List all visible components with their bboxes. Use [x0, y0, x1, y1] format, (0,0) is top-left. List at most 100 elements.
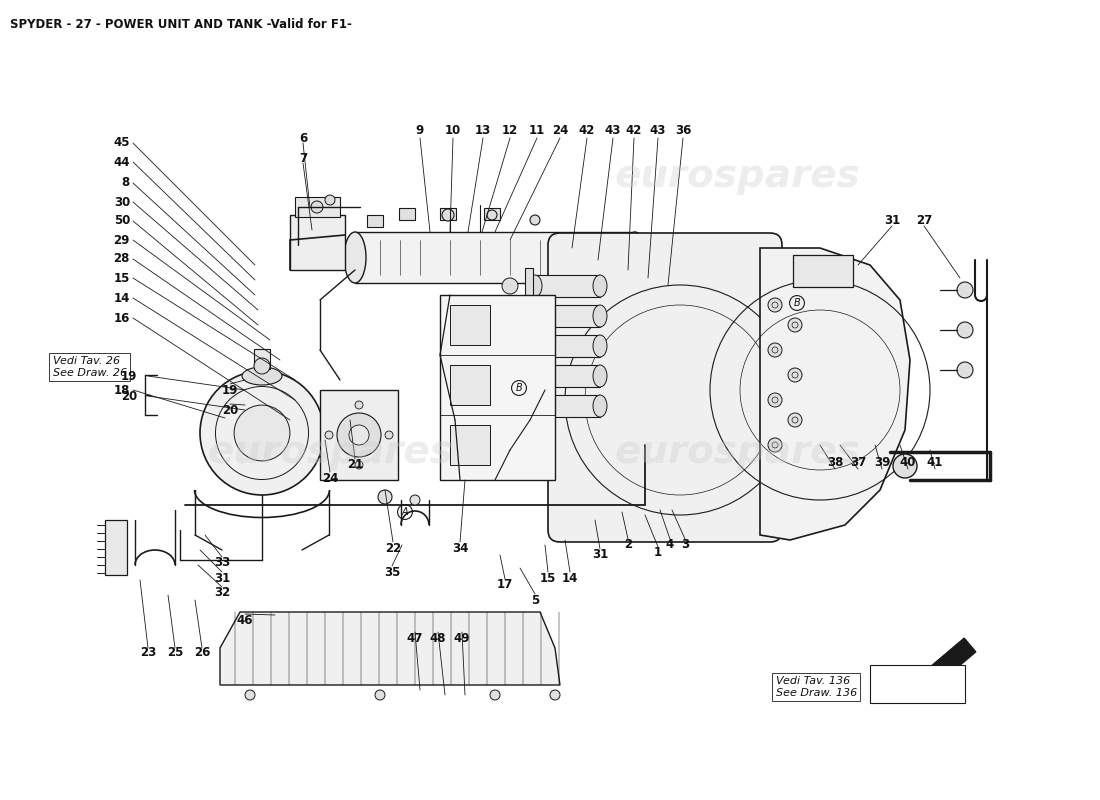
Ellipse shape [528, 365, 542, 387]
Circle shape [788, 413, 802, 427]
Text: 43: 43 [605, 123, 621, 137]
Circle shape [768, 298, 782, 312]
FancyBboxPatch shape [548, 233, 782, 542]
Circle shape [349, 425, 368, 445]
Ellipse shape [593, 365, 607, 387]
Text: 11: 11 [529, 123, 546, 137]
Text: 9: 9 [416, 123, 425, 137]
Ellipse shape [593, 395, 607, 417]
Text: 12: 12 [502, 123, 518, 137]
Text: 50: 50 [113, 214, 130, 227]
Text: B: B [793, 298, 801, 308]
Text: 20: 20 [222, 403, 238, 417]
Circle shape [234, 405, 290, 461]
Text: 2: 2 [624, 538, 632, 551]
Circle shape [337, 413, 381, 457]
Circle shape [957, 322, 974, 338]
Text: eurospares: eurospares [614, 157, 860, 195]
Text: 43: 43 [650, 123, 667, 137]
Text: 17: 17 [497, 578, 513, 591]
Bar [320, 390, 398, 480]
Bar [440, 208, 456, 220]
Circle shape [502, 398, 518, 414]
Bar [399, 208, 415, 220]
Text: 42: 42 [579, 123, 595, 137]
Text: 39: 39 [873, 457, 890, 470]
Ellipse shape [593, 275, 607, 297]
Circle shape [788, 318, 802, 332]
Bar [870, 665, 965, 703]
Text: 20: 20 [121, 390, 138, 402]
Text: 21: 21 [346, 458, 363, 471]
Text: 34: 34 [452, 542, 469, 554]
Bar [440, 295, 556, 480]
Circle shape [502, 368, 518, 384]
Circle shape [768, 438, 782, 452]
Circle shape [245, 690, 255, 700]
Text: B: B [516, 383, 522, 393]
Ellipse shape [593, 305, 607, 327]
Bar [450, 305, 490, 345]
FancyArrow shape [905, 638, 976, 700]
Ellipse shape [528, 395, 542, 417]
Bar [450, 365, 490, 405]
Text: 7: 7 [299, 151, 307, 165]
Text: 31: 31 [213, 571, 230, 585]
Text: 19: 19 [121, 370, 138, 382]
Circle shape [788, 368, 802, 382]
Text: 41: 41 [927, 457, 943, 470]
Text: 24: 24 [552, 123, 569, 137]
Ellipse shape [528, 275, 542, 297]
Text: 42: 42 [626, 123, 642, 137]
Circle shape [893, 454, 917, 478]
Text: 27: 27 [916, 214, 932, 226]
Bar [535, 395, 600, 417]
Bar [295, 197, 340, 217]
Ellipse shape [242, 367, 282, 385]
Text: 31: 31 [592, 549, 608, 562]
Bar [104, 520, 126, 575]
Ellipse shape [528, 305, 542, 327]
Ellipse shape [344, 232, 366, 283]
Bar [535, 365, 600, 387]
Circle shape [502, 278, 518, 294]
Circle shape [957, 282, 974, 298]
Bar [254, 349, 270, 369]
Text: SPYDER - 27 - POWER UNIT AND TANK -Valid for F1-: SPYDER - 27 - POWER UNIT AND TANK -Valid… [10, 18, 352, 31]
Text: 14: 14 [562, 571, 579, 585]
Text: 3: 3 [681, 538, 689, 551]
Text: 15: 15 [540, 571, 557, 585]
Circle shape [768, 343, 782, 357]
Bar [793, 255, 853, 287]
Text: 38: 38 [827, 457, 844, 470]
Text: 23: 23 [140, 646, 156, 659]
Bar [525, 268, 533, 428]
Text: A: A [402, 507, 408, 517]
Circle shape [550, 690, 560, 700]
Text: 22: 22 [385, 542, 402, 554]
Text: 5: 5 [531, 594, 539, 606]
Circle shape [378, 490, 392, 504]
Circle shape [324, 431, 333, 439]
Bar [367, 215, 383, 227]
Text: 26: 26 [194, 646, 210, 659]
Circle shape [502, 308, 518, 324]
Text: 35: 35 [384, 566, 400, 578]
Circle shape [311, 201, 323, 213]
Text: 44: 44 [113, 155, 130, 169]
Circle shape [375, 690, 385, 700]
Text: 33: 33 [213, 557, 230, 570]
Circle shape [490, 690, 500, 700]
Circle shape [254, 358, 270, 374]
Text: 49: 49 [453, 631, 471, 645]
Text: 45: 45 [113, 137, 130, 150]
Ellipse shape [528, 335, 542, 357]
Text: 6: 6 [299, 131, 307, 145]
Bar [450, 425, 490, 465]
Circle shape [200, 371, 324, 495]
Text: 10: 10 [444, 123, 461, 137]
Text: 24: 24 [322, 471, 338, 485]
Text: 36: 36 [674, 123, 691, 137]
Bar [484, 208, 500, 220]
Text: 19: 19 [222, 383, 239, 397]
